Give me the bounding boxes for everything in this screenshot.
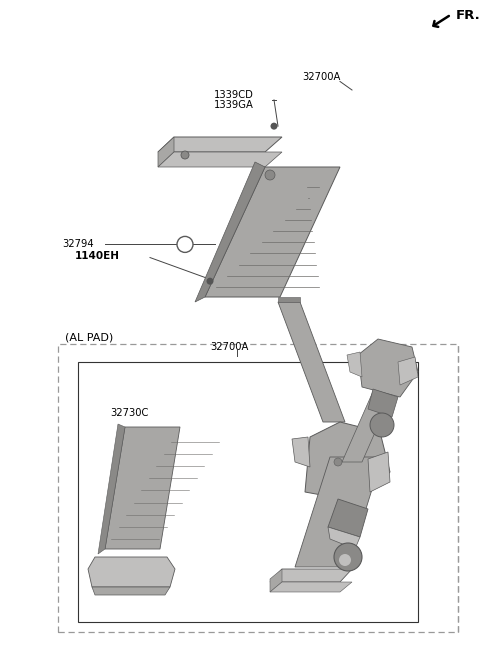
Text: 32730C: 32730C: [110, 407, 148, 418]
Circle shape: [265, 170, 275, 180]
Text: 1339CD: 1339CD: [214, 89, 254, 100]
Circle shape: [271, 123, 277, 129]
Polygon shape: [270, 569, 282, 592]
Text: (AL PAD): (AL PAD): [65, 332, 113, 342]
Circle shape: [339, 554, 351, 566]
Polygon shape: [278, 297, 300, 302]
Circle shape: [206, 278, 214, 284]
Polygon shape: [270, 582, 352, 592]
Polygon shape: [347, 352, 362, 377]
Polygon shape: [278, 302, 345, 422]
Text: 1140EH: 1140EH: [75, 251, 120, 261]
Polygon shape: [158, 137, 282, 152]
Circle shape: [334, 543, 362, 571]
Polygon shape: [328, 499, 368, 537]
Polygon shape: [205, 167, 340, 297]
Polygon shape: [98, 424, 125, 554]
Polygon shape: [92, 587, 170, 595]
Polygon shape: [368, 389, 398, 417]
Polygon shape: [270, 569, 352, 582]
Circle shape: [181, 151, 189, 159]
Circle shape: [370, 413, 394, 437]
Polygon shape: [195, 162, 265, 302]
Text: 32700A: 32700A: [302, 72, 340, 82]
Bar: [78, 362, 418, 622]
Polygon shape: [328, 527, 360, 549]
Polygon shape: [292, 437, 310, 467]
Polygon shape: [342, 387, 395, 462]
Circle shape: [177, 237, 193, 252]
Polygon shape: [158, 137, 174, 167]
Circle shape: [334, 458, 342, 466]
Bar: [58, 344, 458, 632]
Polygon shape: [398, 357, 418, 385]
Polygon shape: [295, 457, 382, 567]
Text: 32794: 32794: [62, 239, 94, 250]
Text: 1339GA: 1339GA: [214, 100, 254, 110]
Text: FR.: FR.: [456, 9, 480, 22]
Text: 32700A: 32700A: [210, 342, 248, 352]
Polygon shape: [88, 557, 175, 587]
Polygon shape: [305, 422, 390, 502]
Polygon shape: [368, 452, 390, 492]
Polygon shape: [358, 339, 418, 397]
Polygon shape: [105, 427, 180, 549]
Polygon shape: [158, 152, 282, 167]
